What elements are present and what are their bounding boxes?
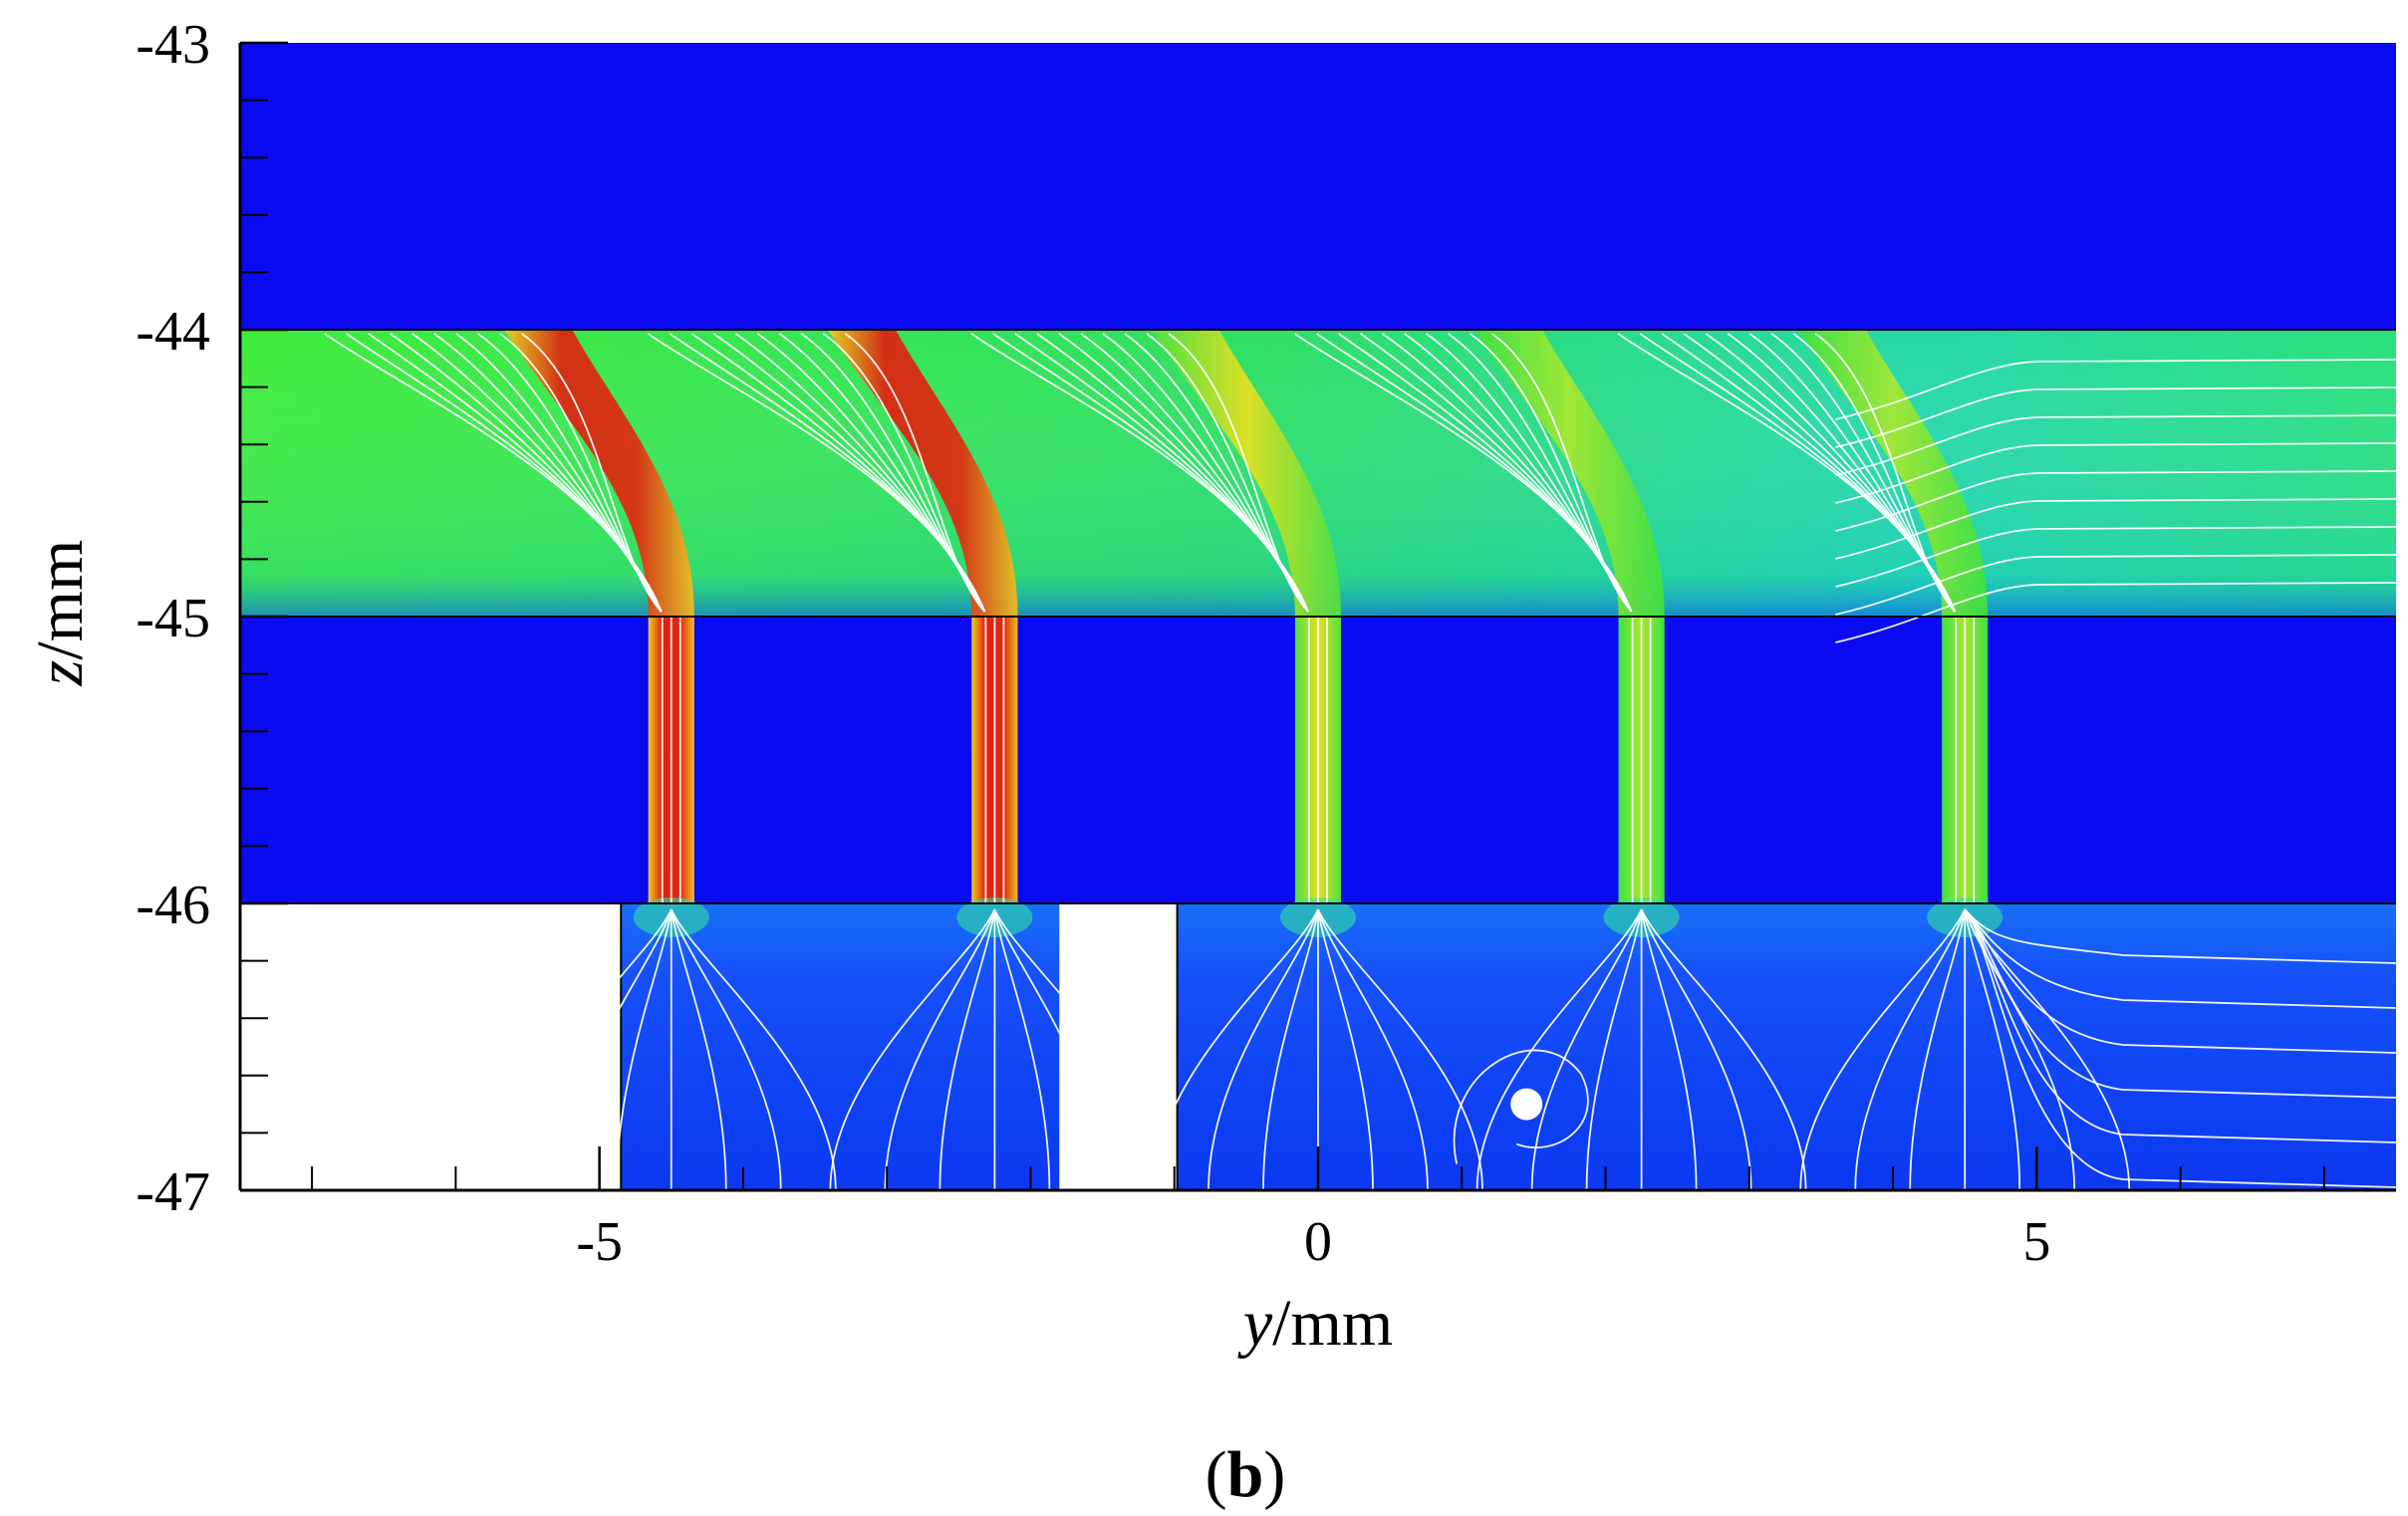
streamline-crossflow (1835, 359, 2396, 420)
y-tick-label: -44 (135, 301, 210, 363)
streamline-wake-3 (970, 333, 1309, 613)
streamline-plenum-2 (884, 908, 996, 1190)
streamline-plenum-3 (1317, 908, 1374, 1190)
streamline-crossflow (1835, 582, 2396, 643)
streamline-plenum-2 (993, 908, 1051, 1190)
streamline-wake-4 (1294, 333, 1633, 613)
streamline-plenum-1 (615, 908, 672, 1190)
y-axis-title: z/mm (24, 540, 97, 687)
y-axis-var: z (24, 660, 97, 687)
streamline-plenum-2 (938, 908, 996, 1190)
streamline-plenum-3 (1317, 908, 1429, 1190)
region-top-solid (240, 43, 2396, 330)
jet-plume-2 (828, 330, 1018, 617)
streamline-plenum-1 (505, 908, 672, 1190)
streamline-plenum-inflow (1964, 908, 2396, 1188)
panel-label-letter: b (1227, 1438, 1264, 1511)
streamline-plenum-inflow (1964, 908, 2396, 1099)
streamline-wake-1 (324, 333, 663, 613)
x-tick-label: 5 (2022, 1211, 2050, 1273)
streamline-plenum-5 (1854, 908, 1967, 1190)
x-axis-title: y/mm (1237, 1287, 1393, 1360)
streamline-plenum-5 (1964, 908, 2076, 1190)
jet-plume-1 (504, 330, 694, 617)
streamline-plenum-4 (1640, 908, 1807, 1190)
plenum-wall-1 (240, 903, 622, 1190)
streamline-vortex (1453, 1049, 1589, 1164)
streamline-crossflow (1835, 386, 2396, 448)
y-tick-label: -46 (135, 875, 210, 936)
x-axis-unit: /mm (1272, 1287, 1393, 1360)
streamline-plenum-5 (1799, 908, 1967, 1190)
jet-plume-5 (1797, 330, 1989, 617)
streamline-plenum-3 (1153, 908, 1319, 1190)
streamline-plenum-4 (1530, 908, 1643, 1190)
streamline-crossflow (1835, 554, 2396, 616)
streamline-plenum-1 (669, 908, 837, 1190)
streamline-plenum-1 (669, 908, 782, 1190)
streamline-plenum-inflow (1964, 908, 2396, 964)
streamline-plenum-1 (669, 908, 727, 1190)
streamline-plenum-2 (829, 908, 996, 1190)
streamline-plenum-5 (1909, 908, 1967, 1190)
streamline-plenum-4 (1475, 908, 1643, 1190)
y-tick-label: -47 (135, 1161, 210, 1223)
streamline-plenum-4 (1640, 908, 1698, 1190)
plenum-wall-2 (1059, 903, 1178, 1190)
streamlines (324, 333, 2396, 1190)
y-axis-unit: /mm (24, 540, 97, 660)
axis-ticks: -5 0 5 -43 -44 -45 -46 -47 (135, 14, 2325, 1273)
streamline-plenum-4 (1640, 908, 1752, 1190)
streamline-wake-5 (1617, 333, 1957, 613)
x-axis-var: y (1237, 1287, 1273, 1360)
streamline-plenum-3 (1262, 908, 1319, 1190)
y-tick-label: -43 (135, 14, 210, 76)
streamline-crossflow (1835, 498, 2396, 560)
streamline-crossflow (1835, 470, 2396, 532)
streamline-plenum-5 (1964, 908, 2021, 1190)
vortex-core (1510, 1088, 1543, 1121)
panel-label-open: ( (1205, 1438, 1227, 1511)
streamline-plenum-2 (993, 908, 1161, 1190)
streamline-plenum-inflow (1964, 908, 2396, 1009)
jet-plume-3 (1151, 330, 1342, 617)
jet-plume-4 (1474, 330, 1665, 617)
streamline-crossflow (1835, 526, 2396, 588)
x-tick-label: -5 (576, 1211, 623, 1273)
panel-label: (b) (1205, 1438, 1286, 1511)
streamline-plenum-3 (1317, 908, 1483, 1190)
streamline-plenum-2 (993, 908, 1106, 1190)
streamline-plenum-inflow (1964, 908, 2396, 1054)
streamline-plenum-3 (1207, 908, 1319, 1190)
streamline-plenum-1 (560, 908, 672, 1190)
y-tick-label: -45 (135, 588, 210, 649)
streamline-crossflow (1835, 414, 2396, 476)
x-tick-label: 0 (1304, 1211, 1332, 1273)
streamline-wake-2 (647, 333, 986, 613)
panel-label-close: ) (1263, 1438, 1285, 1511)
streamline-plenum-4 (1585, 908, 1643, 1190)
